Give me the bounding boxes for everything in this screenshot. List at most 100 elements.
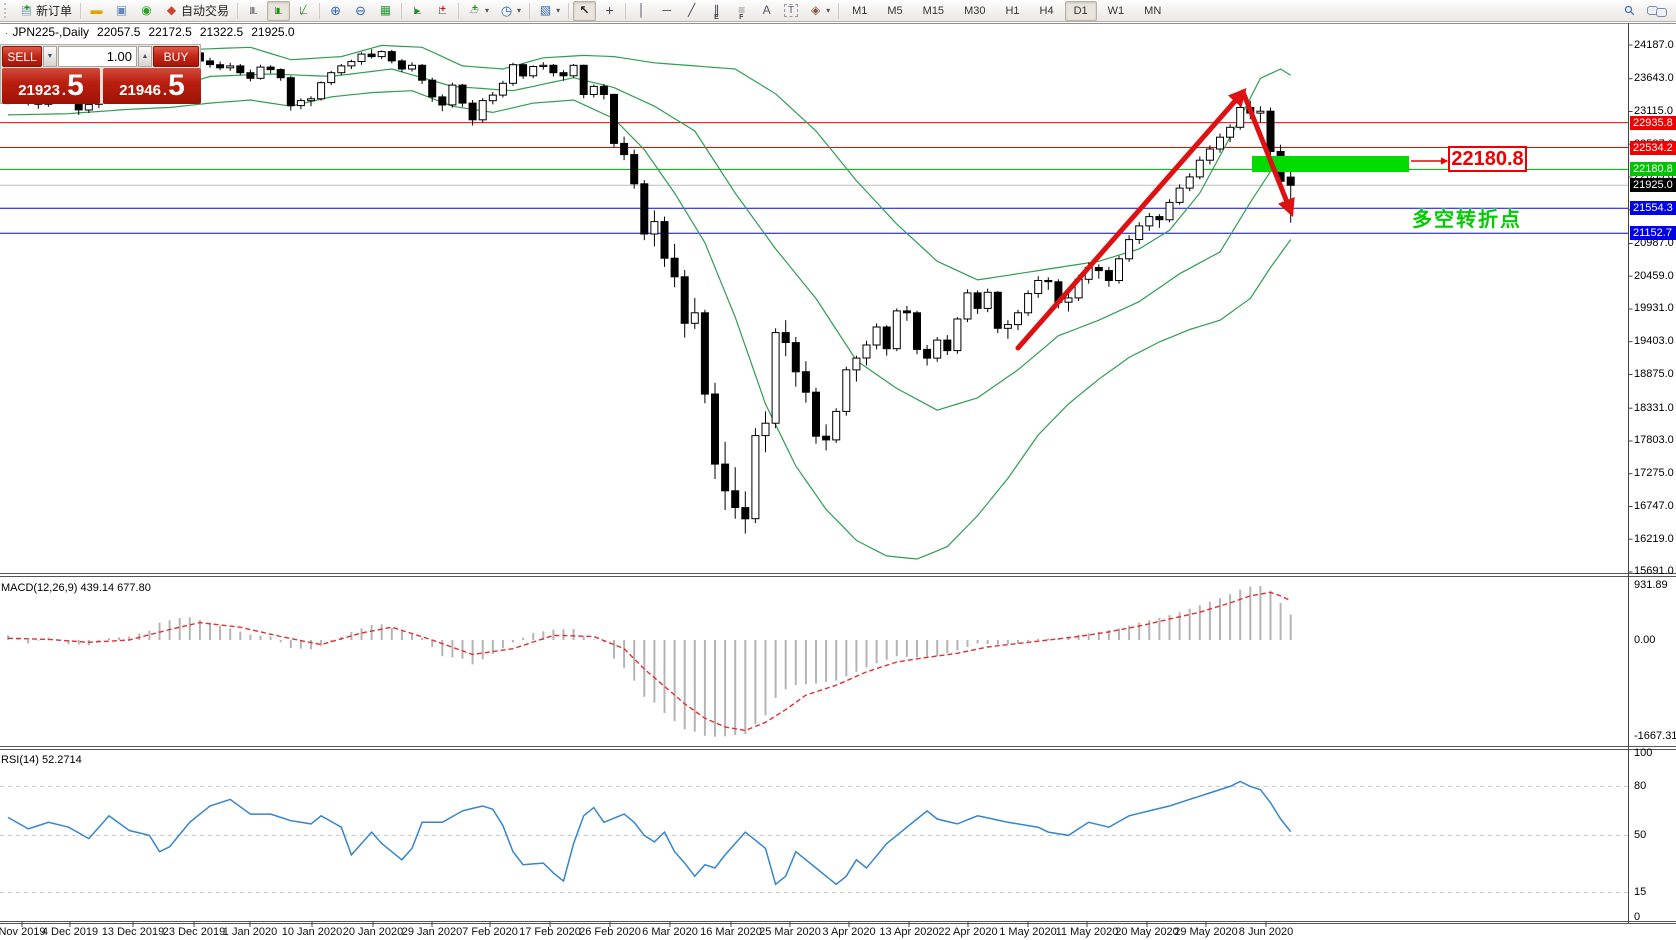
timeframe-h1-button[interactable]: H1 (1005, 4, 1020, 17)
bar-chart-button[interactable]: ∟ ‖ (247, 3, 260, 17)
text-button[interactable]: A (762, 3, 771, 17)
price-tick-label: 20459.0 (1634, 269, 1674, 282)
time-axis-label: 20 Jan 2020 (342, 926, 404, 938)
timeframe-m1-button[interactable]: M1 (852, 4, 868, 17)
price-tick-label: 17803.0 (1634, 434, 1674, 447)
toolbar-separator (319, 2, 321, 19)
time-axis-label: 25 Mar 2020 (759, 926, 821, 938)
auto-trading-button[interactable]: ◆ 自动交易 (166, 3, 230, 18)
timeframe-d1-button[interactable]: D1 (1064, 0, 1097, 21)
equidistant-channel-button[interactable]: ∥ E (713, 3, 720, 21)
price-tag: 21554.3 (1630, 201, 1676, 216)
crosshair-button[interactable]: + (605, 2, 614, 18)
timeframe-m30-button[interactable]: M30 (964, 4, 986, 17)
bid-price-main: 21923 (18, 81, 60, 99)
candle-chart-button[interactable]: ∟ ▮ (267, 0, 291, 21)
ohlc-open: 22057.5 (97, 25, 141, 39)
arrows-button[interactable]: ◈ ▾ (810, 3, 831, 17)
time-axis-label: 23 Dec 2019 (162, 926, 226, 938)
price-tag: 22180.8 (1630, 162, 1676, 177)
timeframe-mn-button[interactable]: MN (1144, 4, 1162, 17)
one-click-trading-panel: SELL ▼ ▲ BUY 21923.5 21946.5 (0, 44, 201, 104)
rsi-axis-label: 0 (1634, 910, 1641, 923)
price-tag: 21152.7 (1630, 226, 1676, 241)
timeframe-h4-button[interactable]: H4 (1039, 4, 1054, 17)
volume-input[interactable] (58, 46, 137, 67)
new-order-button[interactable]: ▤ + 新订单 (20, 3, 73, 18)
toolbar-separator (568, 2, 570, 19)
toolbar-separator (625, 2, 627, 19)
chart-shift-button[interactable]: ∟ + (436, 3, 449, 17)
price-tick-label: 17275.0 (1634, 467, 1674, 480)
bid-price-button[interactable]: 21923. 5 (2, 68, 100, 104)
ask-price-button[interactable]: 21946. 5 (103, 68, 201, 104)
toolbar-separator (838, 2, 840, 19)
time-axis-label: 7 Feb 2020 (462, 926, 518, 938)
price-scale: 24187.023643.023115.022587.022059.021531… (1630, 23, 1676, 924)
toolbar-separator (458, 2, 460, 19)
periods-button[interactable]: ◷ ▾ (500, 3, 522, 18)
time-axis-label: 1 Jan 2020 (222, 926, 278, 938)
time-axis-label: 11 May 2020 (1055, 926, 1119, 938)
time-axis-label: 26 Feb 2020 (579, 926, 641, 938)
price-tick-label: 16747.0 (1634, 499, 1674, 512)
signals-button[interactable]: ◉ (141, 3, 152, 17)
zoom-out-button[interactable]: ⊖ (355, 3, 366, 18)
ask-price-pip: 5 (168, 69, 185, 102)
toolbar-separator (401, 2, 403, 19)
time-axis-label: 10 Jan 2020 (281, 926, 343, 938)
rsi-indicator-label: RSI(14) 52.2714 (1, 754, 82, 766)
level-price-callout: 22180.8 (1448, 146, 1527, 172)
deposit-button[interactable]: ▬ (90, 3, 103, 17)
buy-button[interactable]: BUY (153, 46, 199, 67)
cursor-button[interactable]: ↖ (573, 0, 597, 21)
indicators-button[interactable]: ▱ + ▾ (469, 3, 490, 17)
zoom-in-button[interactable]: ⊕ (330, 3, 341, 18)
chart-marker: · (5, 28, 9, 39)
bid-price-pip: 5 (67, 69, 84, 102)
vertical-line-button[interactable]: │ (637, 3, 646, 17)
trendline-button[interactable]: ╱ (687, 3, 696, 17)
text-label-button[interactable]: T (780, 1, 802, 21)
time-axis-label: 17 Feb 2020 (519, 926, 581, 938)
time-axis-label: 1 May 2020 (999, 926, 1057, 938)
horizontal-line-button[interactable]: ─ (662, 3, 671, 17)
timeframe-m5-button[interactable]: M5 (887, 4, 903, 17)
price-tag: 22935.8 (1630, 115, 1676, 130)
virtual-hosting-button[interactable]: ▣ (115, 3, 128, 17)
time-axis-label: 29 Jan 2020 (401, 926, 463, 938)
price-tick-label: 24187.0 (1634, 38, 1674, 51)
auto-scroll-button[interactable]: ∟ ▶ (411, 3, 424, 17)
rsi-axis-label: 50 (1634, 828, 1647, 841)
fibonacci-button[interactable]: ≡ F (738, 3, 746, 21)
time-axis-label: 29 May 2020 (1174, 926, 1238, 938)
time-axis-label: 8 Jun 2020 (1238, 926, 1294, 938)
chat-button[interactable] (1643, 1, 1671, 21)
timeframe-w1-button[interactable]: W1 (1107, 4, 1125, 17)
volume-decrease-button[interactable]: ▼ (43, 46, 57, 67)
volume-increase-button[interactable]: ▲ (138, 46, 152, 67)
symbol-label: JPN225-,Daily (12, 25, 90, 39)
price-tag: 21925.0 (1630, 178, 1676, 193)
tile-windows-button[interactable]: ▦ (379, 3, 392, 17)
price-tick-label: 18331.0 (1634, 401, 1674, 414)
toolbar-separator (80, 2, 82, 19)
price-tick-label: 16219.0 (1634, 532, 1674, 545)
price-tick-label: 18875.0 (1634, 367, 1674, 380)
ohlc-close: 21925.0 (251, 25, 295, 39)
time-axis-label: 22 Apr 2020 (938, 926, 998, 938)
rsi-axis-label: 80 (1634, 779, 1647, 792)
time-scale: Nov 2019 4 Dec 2019 13 Dec 2019 23 Dec 2019… (0, 924, 1676, 940)
toolbar-grip (4, 3, 11, 18)
sell-button[interactable]: SELL (2, 46, 42, 67)
turning-point-annotation: 多空转折点 (1412, 209, 1522, 231)
search-button[interactable]: ⚲ (1620, 1, 1639, 20)
line-chart-button[interactable]: ∟ ╱ (297, 3, 310, 17)
timeframe-m15-button[interactable]: M15 (922, 4, 945, 17)
ohlc-high: 22172.5 (148, 25, 192, 39)
ask-decimal-dot: . (162, 81, 168, 99)
templates-button[interactable]: ▧ ▾ (539, 3, 561, 17)
rsi-axis-label: 15 (1634, 886, 1647, 898)
macd-indicator-label: MACD(12,26,9) 439.14 677.80 (1, 582, 151, 594)
